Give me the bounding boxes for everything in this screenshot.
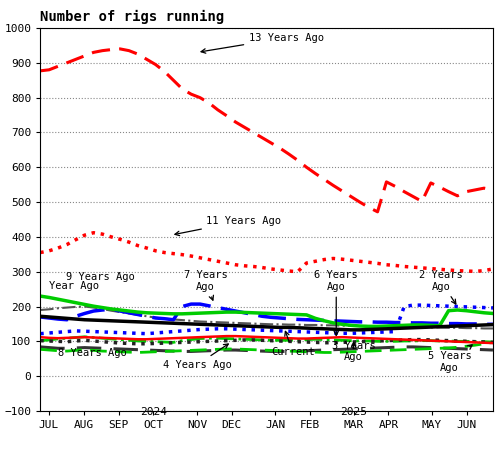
Text: 4 Years Ago: 4 Years Ago [162,344,231,370]
Text: 8 Years Ago: 8 Years Ago [58,348,126,358]
Text: 7 Years
Ago: 7 Years Ago [184,270,227,300]
Text: 2 Years
Ago: 2 Years Ago [419,270,463,304]
Text: 6 Years
Ago: 6 Years Ago [314,270,358,335]
Text: Number of rigs running: Number of rigs running [40,10,224,24]
Text: 2025: 2025 [340,407,367,417]
Text: 3 Years
Ago: 3 Years Ago [332,340,376,362]
Text: 11 Years Ago: 11 Years Ago [175,216,281,236]
Text: 2024: 2024 [140,407,167,417]
Text: Current: Current [271,332,314,357]
Text: Year Ago: Year Ago [49,281,99,290]
Text: 9 Years Ago: 9 Years Ago [66,272,135,282]
Text: 13 Years Ago: 13 Years Ago [201,33,324,53]
Text: 5 Years
Ago: 5 Years Ago [428,345,472,373]
